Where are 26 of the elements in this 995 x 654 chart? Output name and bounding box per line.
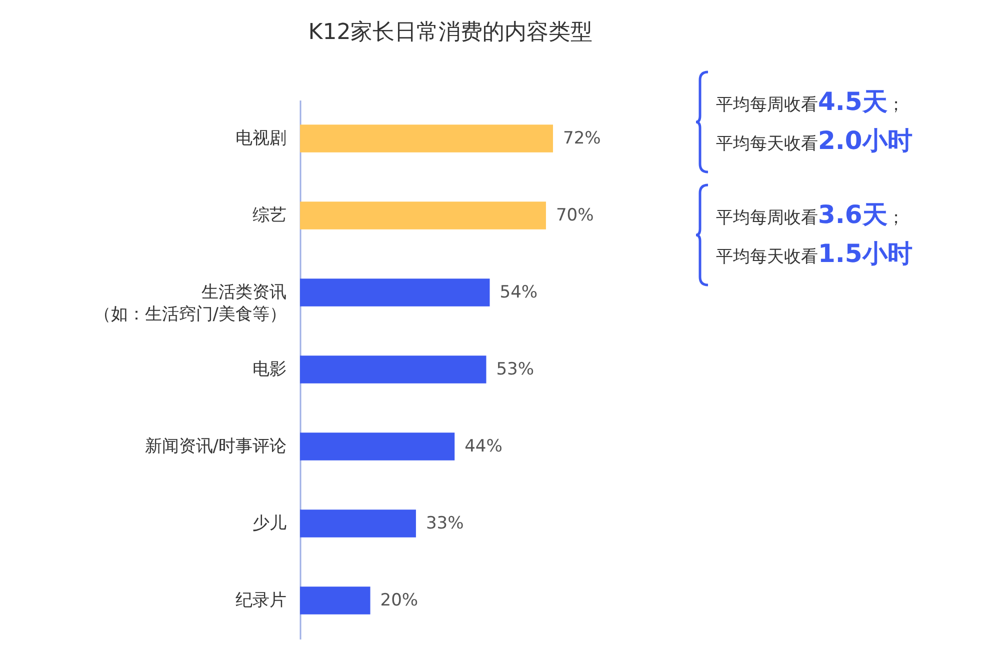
y-tick-label: 纪录片 bbox=[236, 590, 286, 610]
bar bbox=[300, 278, 490, 306]
y-tick-label: 生活类资讯（如：生活窍门/美食等） bbox=[94, 282, 286, 324]
data-label: 54% bbox=[500, 282, 538, 302]
bar bbox=[300, 432, 455, 460]
bar bbox=[300, 202, 546, 230]
y-tick-label: 少儿 bbox=[252, 514, 286, 534]
data-label: 44% bbox=[464, 436, 502, 456]
text: 平均每周收看4.5天； bbox=[716, 87, 904, 116]
y-tick-label: 新闻资讯/时事评论 bbox=[144, 436, 286, 456]
data-label: 53% bbox=[496, 360, 534, 380]
bar bbox=[300, 356, 486, 384]
data-label: 70% bbox=[556, 206, 594, 226]
y-tick-label: 综艺 bbox=[252, 206, 286, 226]
text: 平均每天收看1.5小时 bbox=[716, 239, 912, 268]
text: 平均每天收看2.0小时 bbox=[716, 126, 912, 155]
data-label: 20% bbox=[380, 590, 418, 610]
bar bbox=[300, 510, 416, 538]
chart-title: K12家长日常消费的内容类型 bbox=[308, 20, 593, 45]
bar bbox=[300, 124, 553, 152]
bar bbox=[300, 586, 370, 614]
text: 平均每周收看3.6天； bbox=[716, 200, 904, 229]
y-tick-label: 电影 bbox=[252, 360, 286, 380]
data-label: 72% bbox=[563, 128, 601, 148]
data-label: 33% bbox=[426, 514, 464, 534]
y-tick-label: 电视剧 bbox=[236, 128, 286, 148]
